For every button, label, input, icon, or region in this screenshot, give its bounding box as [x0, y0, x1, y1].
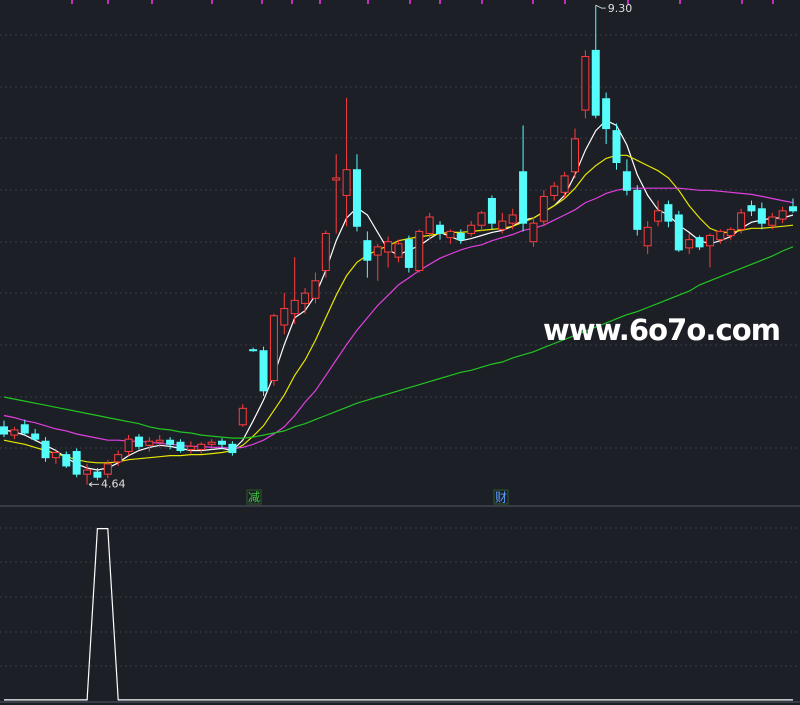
candle-body — [446, 230, 455, 239]
high-leader — [595, 4, 606, 9]
candle-body — [31, 433, 40, 440]
candle-body — [477, 212, 486, 226]
candle-body — [664, 204, 673, 222]
candle-body — [394, 243, 403, 258]
candle-body — [218, 440, 227, 445]
high-label: 9.30 — [608, 2, 633, 15]
candle-body — [10, 429, 19, 436]
candle-body — [72, 451, 81, 475]
candle-body — [404, 239, 413, 268]
candle-body — [280, 308, 289, 326]
line — [3, 119, 794, 471]
candle-body — [529, 222, 538, 243]
candle-body — [685, 239, 694, 249]
signal-box — [493, 489, 509, 505]
candle-body — [570, 138, 579, 173]
candle-body — [436, 224, 445, 234]
candle-body — [363, 240, 372, 261]
candle-body — [93, 471, 102, 478]
candle-body — [176, 441, 185, 451]
candle-body — [290, 299, 299, 315]
candle-body — [311, 280, 320, 299]
candle-body — [0, 426, 8, 435]
candle-body — [332, 177, 341, 181]
candle-body — [269, 315, 278, 382]
candle-body — [83, 469, 92, 475]
candle-body — [539, 195, 548, 222]
low-arrow — [88, 482, 100, 487]
candle-body — [643, 226, 652, 247]
signal-label: 减 — [248, 491, 260, 505]
candle-body — [415, 230, 424, 271]
candle-body — [155, 439, 164, 443]
candle-body — [508, 214, 517, 224]
candle-body — [757, 208, 766, 224]
candle-body — [207, 441, 216, 445]
candle-body — [654, 210, 663, 222]
candle-body — [768, 216, 777, 226]
candle-body — [519, 171, 528, 224]
candle-body — [373, 246, 382, 256]
candle-body — [259, 350, 268, 392]
candle-body — [747, 205, 756, 212]
candle-body — [166, 439, 175, 445]
candle-body — [633, 189, 642, 230]
candle-body — [342, 169, 351, 196]
candle-body — [695, 237, 704, 248]
candle-body — [737, 212, 746, 230]
candle-body — [467, 224, 476, 234]
candle-body — [51, 452, 60, 459]
candle-body — [425, 216, 434, 234]
candle-body — [487, 198, 496, 224]
candle-body — [778, 210, 787, 220]
candle-body — [705, 235, 714, 247]
candle-body — [602, 98, 611, 130]
candle-body — [456, 232, 465, 241]
top-ticks — [71, 0, 774, 4]
candle-body — [789, 206, 797, 212]
line — [4, 528, 793, 701]
signal-box — [246, 489, 262, 505]
candle-body — [581, 56, 590, 111]
candle-body — [20, 424, 29, 434]
candle-body — [321, 232, 330, 271]
candle-body — [62, 454, 71, 467]
candle-body — [352, 169, 361, 227]
candle-body — [103, 463, 112, 475]
low-label: 4.64 — [101, 477, 126, 490]
candle-body — [612, 130, 621, 164]
candle-body — [550, 185, 559, 196]
candle-body — [186, 445, 195, 450]
candle-body — [726, 228, 735, 237]
candle-body — [114, 454, 123, 463]
candle-body — [134, 436, 143, 447]
candle-body — [716, 230, 725, 241]
candle-body — [591, 49, 600, 116]
candle-body — [238, 407, 247, 426]
candle-body — [145, 440, 154, 446]
candle-body — [197, 443, 206, 450]
candle-body — [622, 171, 631, 191]
candle-body — [498, 220, 507, 230]
line — [3, 154, 794, 464]
watermark: www.6o7o.com — [543, 313, 781, 347]
candle-body — [124, 438, 133, 453]
candle-body — [249, 349, 258, 352]
candle-body — [674, 214, 683, 251]
candle-body — [301, 292, 310, 304]
candle-body — [41, 440, 50, 459]
candle-body — [384, 241, 393, 253]
candle-body — [228, 443, 237, 454]
signal-label: 财 — [495, 491, 507, 505]
line — [3, 246, 794, 439]
candle-body — [560, 175, 569, 193]
